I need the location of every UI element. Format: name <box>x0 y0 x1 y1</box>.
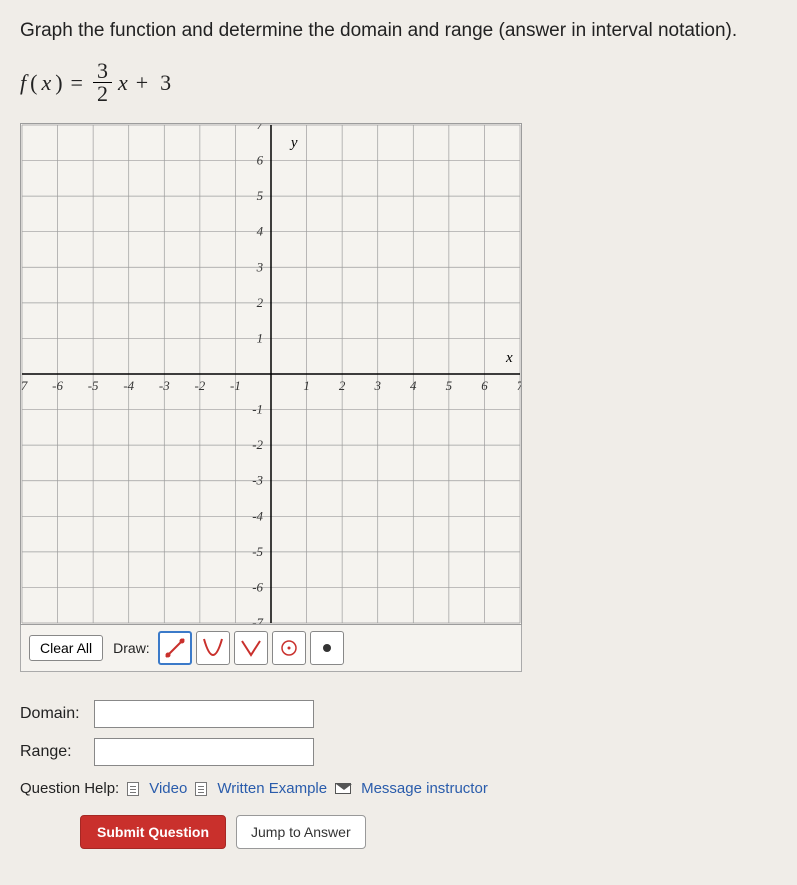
eq-equals: = <box>71 70 83 96</box>
svg-text:-2: -2 <box>252 437 263 452</box>
svg-text:6: 6 <box>257 153 264 168</box>
svg-text:-5: -5 <box>88 378 99 393</box>
eq-frac-num: 3 <box>93 60 112 83</box>
line-icon <box>162 635 188 661</box>
submit-question-button[interactable]: Submit Question <box>80 815 226 849</box>
svg-text:7: 7 <box>257 123 264 132</box>
svg-text:4: 4 <box>410 378 417 393</box>
graph-area[interactable]: -7 -6 -5 -4 -3 -2 -1 1 2 3 4 5 6 7 -7 -6 -5 -4 -3 -2 -1 1 2 3 4 5… <box>20 123 777 625</box>
svg-text:x: x <box>505 350 513 366</box>
coordinate-grid[interactable]: -7 -6 -5 -4 -3 -2 -1 1 2 3 4 5 6 7 -7 -6 -5 -4 -3 -2 -1 1 2 3 4 5… <box>20 123 522 625</box>
eq-frac-den: 2 <box>93 83 112 105</box>
eq-var-x: x <box>41 70 51 96</box>
clear-all-button[interactable]: Clear All <box>29 635 103 661</box>
domain-input[interactable] <box>94 700 314 728</box>
svg-text:-5: -5 <box>252 544 263 559</box>
svg-text:3: 3 <box>373 378 381 393</box>
svg-text:6: 6 <box>481 378 488 393</box>
eq-term-x: x <box>118 70 128 96</box>
eq-fraction: 3 2 <box>93 60 112 105</box>
domain-label: Domain: <box>20 705 94 723</box>
svg-text:3: 3 <box>256 259 264 274</box>
closed-circle-icon <box>314 635 340 661</box>
svg-text:2: 2 <box>339 378 346 393</box>
svg-text:-7: -7 <box>20 378 28 393</box>
action-row: Submit Question Jump to Answer <box>80 815 777 849</box>
open-point-tool-button[interactable] <box>272 631 306 665</box>
svg-text:-3: -3 <box>159 378 170 393</box>
svg-text:-6: -6 <box>52 378 63 393</box>
eq-close-paren: ) <box>55 70 62 96</box>
svg-text:-2: -2 <box>194 378 205 393</box>
message-instructor-link[interactable]: Message instructor <box>361 780 488 797</box>
range-input[interactable] <box>94 738 314 766</box>
open-circle-icon <box>276 635 302 661</box>
line-tool-button[interactable] <box>158 631 192 665</box>
svg-text:1: 1 <box>257 330 263 345</box>
eq-const: 3 <box>160 70 171 96</box>
range-label: Range: <box>20 743 94 761</box>
written-example-link[interactable]: Written Example <box>217 780 327 797</box>
parabola-up-tool-button[interactable] <box>196 631 230 665</box>
doc-icon <box>195 782 207 796</box>
svg-text:4: 4 <box>257 224 264 239</box>
svg-text:1: 1 <box>303 378 309 393</box>
svg-text:-4: -4 <box>252 508 263 523</box>
svg-text:-7: -7 <box>252 615 263 625</box>
svg-text:2: 2 <box>257 295 264 310</box>
eq-f: f <box>20 70 26 96</box>
svg-text:-6: -6 <box>252 579 263 594</box>
svg-text:y: y <box>289 135 298 151</box>
parabola-icon <box>200 635 226 661</box>
question-help-row: Question Help: Video Written Example Mes… <box>20 780 777 797</box>
question-text: Graph the function and determine the dom… <box>20 20 777 42</box>
question-help-label: Question Help: <box>20 780 119 797</box>
svg-text:-1: -1 <box>252 402 263 417</box>
video-link[interactable]: Video <box>149 780 187 797</box>
svg-text:5: 5 <box>446 378 453 393</box>
svg-text:-4: -4 <box>123 378 134 393</box>
mail-icon <box>335 783 351 794</box>
draw-label: Draw: <box>113 640 150 656</box>
answer-section: Domain: Range: Question Help: Video Writ… <box>20 700 777 849</box>
draw-toolbar: Clear All Draw: <box>20 625 522 672</box>
function-equation: f ( x ) = 3 2 x + 3 <box>20 60 777 105</box>
svg-text:7: 7 <box>517 378 522 393</box>
eq-plus: + <box>136 70 148 96</box>
v-shape-icon <box>238 635 264 661</box>
svg-text:-3: -3 <box>252 473 263 488</box>
doc-icon <box>127 782 139 796</box>
svg-text:-1: -1 <box>230 378 241 393</box>
svg-text:5: 5 <box>257 188 264 203</box>
closed-point-tool-button[interactable] <box>310 631 344 665</box>
eq-open-paren: ( <box>30 70 37 96</box>
jump-to-answer-button[interactable]: Jump to Answer <box>236 815 366 849</box>
domain-row: Domain: <box>20 700 777 728</box>
abs-value-tool-button[interactable] <box>234 631 268 665</box>
range-row: Range: <box>20 738 777 766</box>
